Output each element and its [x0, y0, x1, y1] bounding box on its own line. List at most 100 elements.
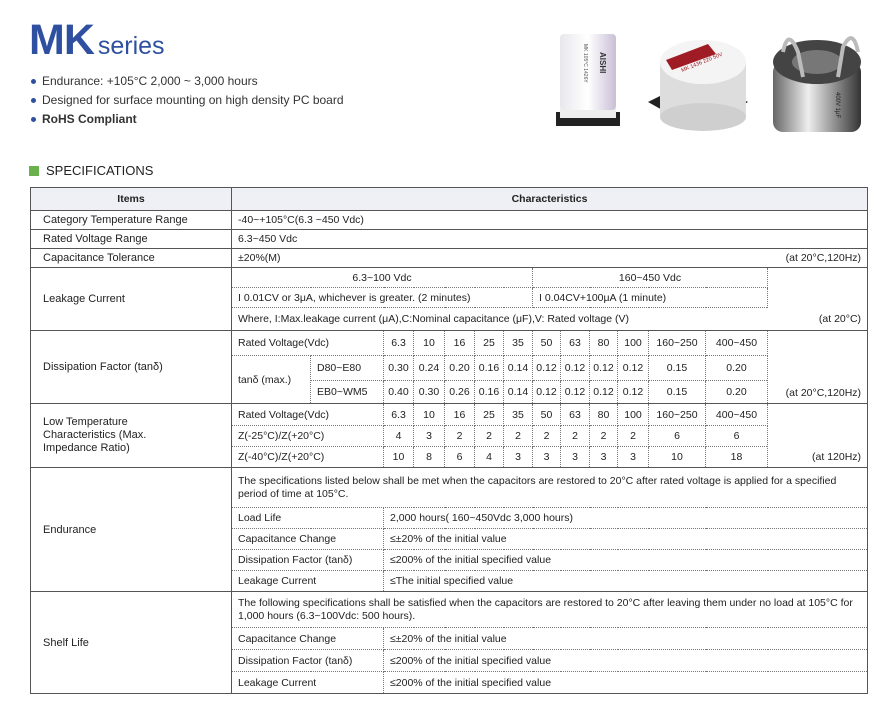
spec-value: ≤±20% of the initial value — [382, 528, 869, 550]
impedance-ratio-value: 4 — [474, 446, 504, 468]
tan-delta-value: 0.14 — [503, 380, 533, 404]
section-marker-icon — [29, 165, 39, 176]
impedance-ratio-value: 2 — [617, 425, 649, 447]
spec-value: 2,000 hours( 160~450Vdc 3,000 hours) — [382, 507, 869, 529]
series-name: D80~E80 — [310, 355, 384, 381]
spec-name: Capacitance Change — [231, 528, 384, 550]
model-name: MK — [29, 16, 95, 64]
spec-name: Leakage Current — [231, 671, 384, 694]
specifications-heading: SPECIFICATIONS — [29, 163, 153, 178]
voltage-cell: 35 — [503, 330, 533, 356]
impedance-ratio-value: 18 — [705, 446, 768, 468]
impedance-ratio-value: 3 — [413, 425, 445, 447]
table-row: Shelf Life The following specifications s… — [30, 591, 869, 694]
tan-delta-value: 0.12 — [532, 380, 561, 404]
tan-delta-value: 0.40 — [383, 380, 414, 404]
feature-item: Designed for surface mounting on high de… — [31, 91, 344, 110]
table-row: Load Life 2,000 hours( 160~450Vdc 3,000 h… — [31, 507, 869, 529]
condition-note: (at 20°C,120Hz) — [767, 248, 869, 268]
voltage-cell: 63 — [560, 403, 590, 426]
table-row: Category Temperature Range -40~+105°C(6.3… — [30, 210, 869, 230]
voltage-cell: 80 — [589, 403, 618, 426]
voltage-cell: 25 — [474, 330, 504, 356]
tan-delta-value: 0.20 — [705, 355, 768, 381]
table-row: Capacitance Change ≤±20% of the initial v… — [31, 528, 869, 550]
table-row: Z(-40°C)/Z(+20°C) 10 8 6 4 3 3 3 3 3 10 18 — [31, 446, 868, 468]
specifications-table: Items Characteristics Category Temperature… — [30, 187, 869, 694]
voltage-cell: 400~450 — [705, 403, 768, 426]
spec-name: Dissipation Factor (tanδ) — [231, 549, 384, 571]
table-row: Dissipation Factor (tanδ) ≤200% of the in… — [31, 549, 869, 571]
row-label: Low Temperature Characteristics (Max. Im… — [30, 403, 232, 468]
feature-text: Endurance: +105°C 2,000 ~ 3,000 hours — [42, 74, 258, 88]
impedance-ratio-value: 2 — [560, 425, 590, 447]
impedance-ratio-value: 3 — [503, 446, 533, 468]
tan-delta-value: 0.26 — [444, 380, 475, 404]
tan-delta-value: 0.15 — [648, 355, 706, 381]
table-row: Leakage Current 6.3~100 Vdc 160~450 Vdc — [30, 267, 869, 331]
spec-name: Dissipation Factor (tanδ) — [231, 649, 384, 672]
table-row: Rated Voltage Range 6.3~450 Vdc — [30, 229, 869, 249]
tan-delta-label: tanδ (max.) — [231, 355, 311, 404]
spec-value: ≤±20% of the initial value — [382, 627, 869, 650]
voltage-cell: 35 — [503, 403, 533, 426]
impedance-ratio-value: 2 — [444, 425, 475, 447]
capacitor-image-2: MK 1436 220 50V — [648, 40, 748, 131]
impedance-ratio-value: 6 — [648, 425, 706, 447]
impedance-ratio-value: 10 — [383, 446, 414, 468]
condition-note: (at 120Hz) — [766, 403, 869, 468]
tan-delta-value: 0.30 — [383, 355, 414, 381]
table-row: Dissipation Factor (tanδ) Rated Voltage(V… — [30, 330, 869, 404]
section-intro: The specifications listed below shall be… — [230, 467, 869, 508]
section-intro: The following specifications shall be sa… — [230, 591, 869, 628]
impedance-ratio-value: 8 — [413, 446, 445, 468]
table-row: Z(-25°C)/Z(+20°C) 4 3 2 2 2 2 2 2 2 6 6 — [31, 425, 868, 447]
impedance-ratio-value: 6 — [705, 425, 768, 447]
table-row: I 0.01CV or 3μA, whichever is greater. (… — [31, 287, 868, 308]
voltage-cell: 100 — [617, 330, 649, 356]
capacitor-marking: MK 105°C 1426Y — [582, 44, 588, 83]
impedance-ratio-label: Z(-40°C)/Z(+20°C) — [231, 446, 384, 468]
tan-delta-value: 0.12 — [589, 380, 618, 404]
tan-delta-value: 0.12 — [560, 355, 590, 381]
row-value: -40~+105°C(6.3 ~450 Vdc) — [230, 210, 869, 230]
impedance-ratio-value: 2 — [589, 425, 618, 447]
spec-value: ≤The initial specified value — [382, 570, 869, 592]
table-row: tanδ (max.) D80~E80 0.30 0.24 0.20 0.16 0.14 0.… — [31, 355, 868, 404]
table-row: Leakage Current ≤The initial specified va… — [31, 570, 869, 592]
product-images: AISHI MK 105°C 1426Y MK 1436 220 50V 400… — [556, 34, 861, 132]
row-label: Dissipation Factor (tanδ) — [30, 330, 232, 404]
tan-delta-value: 0.12 — [617, 380, 649, 404]
voltage-range-low: 6.3~100 Vdc — [231, 267, 533, 288]
voltage-cell: 160~250 — [648, 330, 706, 356]
voltage-cell: 50 — [532, 403, 561, 426]
row-label: Rated Voltage Range — [30, 229, 232, 249]
column-header-characteristics: Characteristics — [230, 187, 869, 211]
formula-low: I 0.01CV or 3μA, whichever is greater. (… — [231, 287, 533, 308]
row-label: Leakage Current — [30, 267, 232, 331]
voltage-cell: 25 — [474, 403, 504, 426]
spec-name: Load Life — [231, 507, 384, 529]
impedance-ratio-label: Z(-25°C)/Z(+20°C) — [231, 425, 384, 447]
empty-cell — [766, 267, 869, 308]
row-label: Shelf Life — [30, 591, 232, 694]
impedance-ratio-value: 10 — [648, 446, 706, 468]
voltage-cell: 100 — [617, 403, 649, 426]
feature-text: Designed for surface mounting on high de… — [42, 93, 344, 107]
voltage-cell: 6.3 — [383, 330, 414, 356]
bullet-icon — [31, 98, 36, 103]
series-label: series — [97, 32, 165, 60]
row-label: Capacitance Tolerance — [30, 248, 232, 268]
row-value: ±20%(M) — [231, 248, 768, 268]
capacitor-marking: 400V 1μF — [834, 92, 840, 118]
condition-note: (at 20°C,120Hz) — [766, 330, 869, 404]
table-row: Leakage Current ≤200% of the initial spec… — [31, 671, 869, 694]
spec-value: ≤200% of the initial specified value — [382, 671, 869, 694]
table-row: EB0~WM5 0.40 0.30 0.26 0.16 0.14 0.12 0.12 0.12 0… — [31, 380, 868, 404]
impedance-ratio-value: 4 — [383, 425, 414, 447]
impedance-ratio-value: 6 — [444, 446, 475, 468]
rated-voltage-label: Rated Voltage(Vdc) — [231, 403, 384, 426]
voltage-cell: 400~450 — [705, 330, 768, 356]
tan-delta-value: 0.24 — [413, 355, 445, 381]
series-title: MK series — [29, 16, 165, 65]
